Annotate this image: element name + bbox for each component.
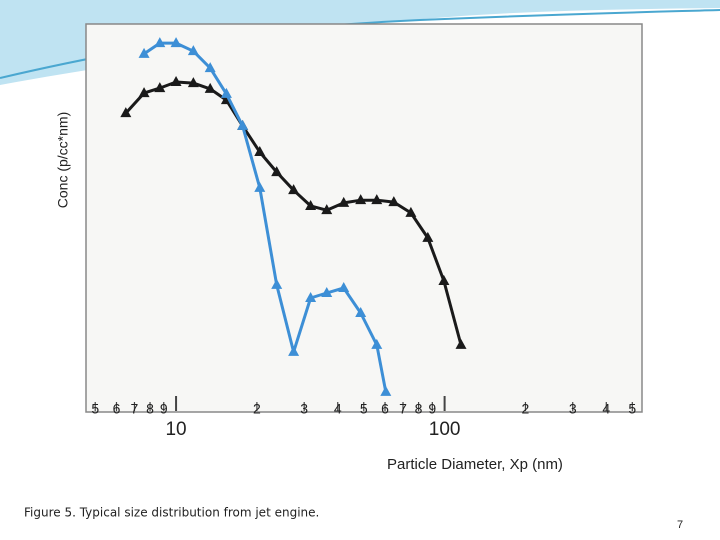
data-point	[237, 119, 249, 130]
data-point	[371, 338, 383, 349]
data-point	[154, 82, 166, 93]
data-point	[138, 47, 150, 58]
x-tick-label: 6	[381, 401, 389, 417]
data-point	[305, 291, 317, 302]
x-tick-label: 7	[399, 401, 407, 417]
slide-decoration	[0, 0, 720, 85]
data-point	[138, 87, 150, 98]
y-axis-label: Conc (p/cc*nm)	[55, 112, 71, 208]
x-tick-label: 8	[146, 401, 154, 417]
caption: Figure 5. Typical size distribution from…	[24, 506, 319, 520]
x-tick-label: 6	[113, 401, 121, 417]
x-tick-label: 5	[628, 401, 636, 417]
data-point	[271, 166, 283, 177]
x-tick-label: 10	[165, 419, 186, 440]
data-point	[355, 194, 367, 205]
data-point	[204, 62, 216, 73]
x-tick-label: 2	[253, 401, 261, 417]
x-tick-label: 8	[415, 401, 423, 417]
x-tick-label: 2	[522, 401, 530, 417]
data-point	[254, 181, 266, 192]
data-point	[355, 306, 367, 317]
data-point	[120, 107, 132, 118]
data-point	[321, 204, 333, 215]
plot-area	[85, 23, 643, 413]
x-tick-label: 4	[602, 401, 610, 417]
data-point	[204, 82, 216, 93]
x-tick-label: 9	[160, 401, 168, 417]
data-point	[455, 338, 467, 349]
x-tick-label: 7	[131, 401, 139, 417]
data-point	[305, 199, 317, 210]
data-point	[187, 45, 199, 56]
series-line	[143, 41, 388, 393]
x-tick-label: 4	[334, 401, 342, 417]
data-point	[405, 206, 417, 217]
x-tick-label: 5	[360, 401, 368, 417]
data-point	[422, 231, 434, 242]
data-point	[321, 286, 333, 297]
page-number: 7	[677, 519, 683, 531]
data-point	[371, 194, 383, 205]
data-point	[338, 281, 350, 292]
data-point	[288, 184, 300, 195]
x-tick-label: 3	[569, 401, 577, 417]
x-tick-label: 3	[300, 401, 308, 417]
data-point	[288, 345, 300, 356]
x-tick-label: 5	[91, 401, 99, 417]
x-axis-label: Particle Diameter, Xp (nm)	[387, 456, 563, 473]
data-point	[220, 87, 232, 98]
data-point	[187, 77, 199, 88]
data-point	[170, 37, 182, 48]
data-point	[338, 196, 350, 207]
data-point	[170, 75, 182, 86]
data-point	[388, 196, 400, 207]
x-tick-label: 100	[429, 419, 461, 440]
data-point	[254, 146, 266, 157]
x-tick-label: 9	[428, 401, 436, 417]
data-point	[154, 37, 166, 48]
data-point	[438, 275, 450, 286]
data-point	[380, 385, 392, 396]
data-point	[271, 278, 283, 289]
